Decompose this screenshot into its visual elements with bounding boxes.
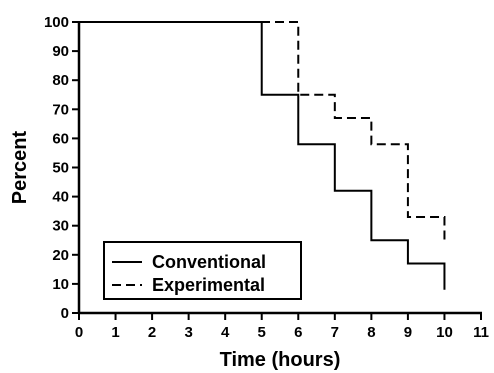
y-axis-title: Percent: [9, 130, 31, 204]
x-tick-label-1: 1: [111, 324, 119, 341]
x-tick-label-3: 3: [184, 324, 192, 341]
x-tick-label-10: 10: [436, 324, 453, 341]
x-tick-label-8: 8: [367, 324, 375, 341]
series-line-experimental: [79, 21, 446, 241]
x-tick-label-4: 4: [221, 324, 230, 341]
x-tick-label-7: 7: [331, 324, 339, 341]
y-tick-label-80: 80: [52, 72, 69, 89]
x-tick-label-5: 5: [258, 324, 266, 341]
legend-label-experimental: Experimental: [152, 275, 265, 295]
series-layer: [79, 21, 446, 290]
x-tick-label-11: 11: [473, 324, 489, 341]
y-tick-label-30: 30: [52, 218, 69, 235]
legend-box: [103, 241, 302, 300]
y-tick-label-20: 20: [52, 247, 69, 264]
y-tick-label-100: 100: [44, 14, 69, 31]
x-tick-label-2: 2: [148, 324, 156, 341]
x-tick-label-6: 6: [294, 324, 302, 341]
y-tick-label-90: 90: [52, 43, 69, 60]
x-tick-label-9: 9: [404, 324, 412, 341]
legend: Conventional Experimental: [103, 241, 302, 300]
x-tick-label-0: 0: [75, 324, 83, 341]
y-tick-label-40: 40: [52, 189, 69, 206]
series-line-conventional: [79, 21, 446, 290]
x-axis-title: Time (hours): [220, 349, 341, 371]
legend-label-conventional: Conventional: [152, 252, 266, 272]
y-tick-label-10: 10: [52, 276, 69, 293]
y-tick-label-50: 50: [52, 160, 69, 177]
y-tick-label-70: 70: [52, 101, 69, 118]
x-axis-ticks: 0 1 2 3 4 5 6 7 8 9 10 11: [75, 313, 489, 341]
y-axis-ticks: 0 10 20 30 40 50 60 70 80 90 100: [44, 14, 79, 322]
y-tick-label-0: 0: [61, 305, 69, 322]
y-tick-label-60: 60: [52, 130, 69, 147]
